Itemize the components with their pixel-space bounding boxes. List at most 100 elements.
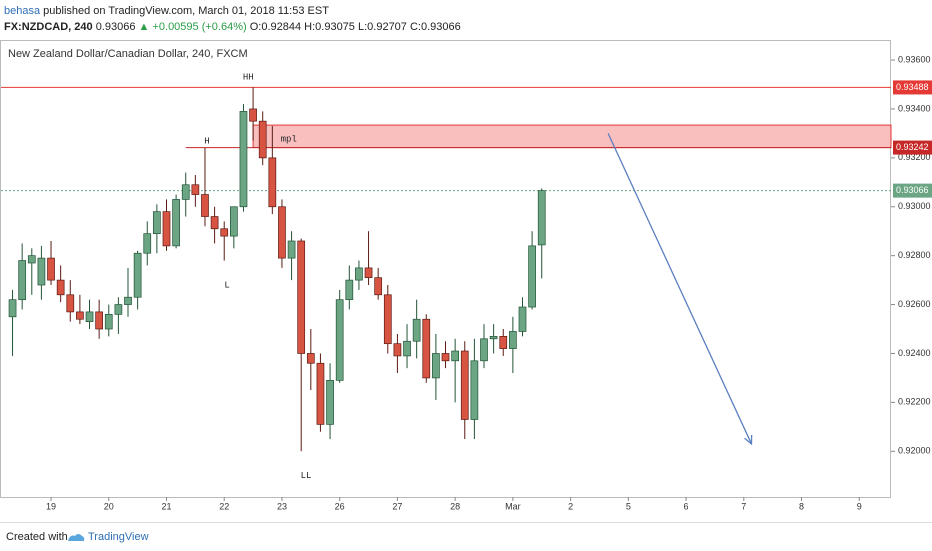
brand[interactable]: TradingView (88, 531, 149, 543)
candle-body (47, 257, 55, 281)
candle-body (306, 353, 315, 364)
resistance-zone (252, 124, 892, 149)
x-tick-label: 7 (741, 501, 746, 511)
published: published on TradingView.com, March 01, … (43, 5, 329, 17)
candle-body (489, 336, 498, 340)
annotation: LL (301, 471, 312, 481)
logo (68, 534, 85, 541)
symbol: FX:NZDCAD, 240 (4, 21, 93, 33)
candle-body (143, 233, 152, 254)
candle-body (181, 184, 190, 200)
change-value: +0.00595 (+0.64%) (152, 21, 247, 33)
price-label: 0.93242 (896, 142, 929, 152)
candle-body (364, 267, 373, 279)
candle-body (8, 299, 17, 318)
candle-body (509, 331, 517, 349)
candle-body (441, 353, 450, 362)
candle-body (528, 245, 536, 308)
x-tick-label: 28 (450, 501, 460, 511)
y-tick-label: 0.92400 (898, 348, 931, 358)
x-tick-label: 5 (626, 501, 631, 511)
x-tick-label: 22 (219, 501, 229, 511)
annotation: H (204, 136, 209, 146)
y-tick-label: 0.93000 (898, 201, 931, 211)
y-tick-label: 0.93400 (898, 103, 931, 113)
plot-frame (0, 40, 891, 498)
ohlc-close: C:0.93066 (409, 21, 461, 33)
x-tick-label: 23 (277, 501, 287, 511)
candle-body (210, 216, 219, 230)
candle-body (162, 211, 171, 247)
candle-body (393, 343, 402, 357)
candle-body (220, 228, 229, 237)
change: ▲ +0.00595 (+0.64%) (138, 21, 247, 33)
candle-body (85, 311, 94, 323)
annotation: mpl (281, 134, 297, 144)
candle-body (432, 353, 440, 379)
candle-body (258, 120, 267, 159)
candle-body (37, 257, 46, 286)
candle-body (133, 252, 142, 298)
candle-body (518, 306, 527, 332)
candle-body (326, 380, 334, 425)
candle-body (335, 299, 344, 381)
price: 0.93066 (95, 21, 136, 33)
candle-body (66, 294, 75, 313)
candle-body (460, 350, 469, 420)
footer: Created with TradingView (0, 522, 932, 551)
x-tick-label: 21 (161, 501, 171, 511)
candle-body (316, 362, 325, 425)
chart-title: New Zealand Dollar/Canadian Dollar, 240,… (8, 48, 248, 60)
candle-body (76, 311, 84, 320)
ohlc-high: H:0.93075 (304, 21, 355, 33)
y-tick-label: 0.93600 (898, 54, 931, 64)
candle-body (383, 294, 392, 345)
candle-body (297, 240, 306, 354)
candle-body (239, 111, 248, 208)
author[interactable]: behasa (4, 5, 41, 17)
candle-body (201, 194, 209, 217)
candle-body (374, 277, 383, 296)
x-tick-label: 27 (392, 501, 402, 511)
annotation: HH (243, 73, 254, 83)
candle-body (95, 311, 103, 330)
candle-body (124, 296, 132, 305)
price-label: 0.93488 (896, 82, 929, 92)
x-tick-label: 6 (684, 501, 689, 511)
x-tick-label: 2 (568, 501, 573, 511)
candle-body (153, 211, 161, 235)
header: behasa published on TradingView.com, Mar… (4, 3, 461, 35)
ohlc-low: L:0.92707 (357, 21, 407, 33)
candle-body (345, 279, 354, 301)
candle-body (480, 338, 488, 362)
price-label-bg (893, 80, 932, 95)
candle-body (191, 184, 200, 195)
candle-body (422, 318, 431, 379)
y-tick-label: 0.93200 (898, 152, 931, 162)
x-tick-label: 9 (857, 501, 862, 511)
x-tick-label: 19 (46, 501, 56, 511)
candle-body (229, 206, 238, 237)
ohlc-open: O:0.92844 (249, 21, 302, 33)
x-tick-label: 20 (104, 501, 114, 511)
y-tick-label: 0.92600 (898, 299, 931, 309)
y-tick-label: 0.92800 (898, 250, 931, 260)
created-with: Created with (6, 531, 68, 543)
y-tick-label: 0.92200 (898, 397, 931, 407)
candle-body (114, 304, 123, 315)
candle-body (18, 260, 27, 301)
candle-body (537, 190, 546, 246)
candle-body (249, 108, 257, 122)
annotation: L (224, 280, 229, 290)
candle-body (104, 313, 113, 330)
price-label-bg (893, 183, 932, 198)
candle-body (172, 199, 180, 247)
candle-body (355, 267, 363, 281)
candle-body (278, 206, 286, 259)
arrow-shaft (607, 133, 753, 445)
candle-body (27, 255, 36, 264)
candle-body (451, 350, 459, 362)
candle-body (268, 157, 277, 208)
candle-body (499, 336, 508, 349)
